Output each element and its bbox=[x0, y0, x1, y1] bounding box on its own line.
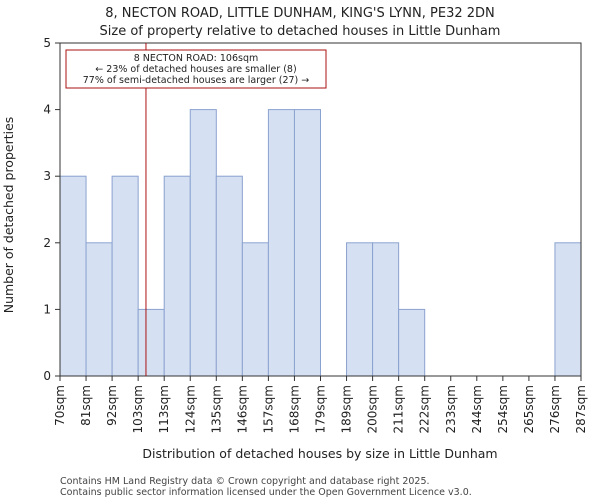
footer-line-2: Contains public sector information licen… bbox=[60, 487, 472, 498]
annotation-box: 8 NECTON ROAD: 106sqm ← 23% of detached … bbox=[65, 49, 327, 89]
x-tick-label: 200sqm bbox=[366, 385, 380, 433]
bar-211sqm bbox=[398, 308, 426, 377]
x-tick-label: 222sqm bbox=[418, 385, 432, 433]
y-tick-label: 4 bbox=[43, 103, 51, 117]
bar-189sqm bbox=[346, 242, 374, 377]
y-axis-ticks: 0 1 2 3 4 5 bbox=[43, 36, 60, 383]
bars-group bbox=[59, 109, 582, 377]
y-axis-label: Number of detached properties bbox=[1, 117, 16, 314]
x-tick-label: 189sqm bbox=[340, 385, 354, 433]
x-tick-label: 157sqm bbox=[261, 385, 275, 433]
x-axis-label: Distribution of detached houses by size … bbox=[142, 446, 497, 461]
bar-92sqm bbox=[111, 175, 139, 377]
bar-113sqm bbox=[163, 175, 191, 377]
y-tick-label: 1 bbox=[43, 302, 51, 316]
chart-title: 8, NECTON ROAD, LITTLE DUNHAM, KING'S LY… bbox=[105, 6, 495, 21]
y-tick-label: 5 bbox=[43, 36, 51, 50]
x-tick-label: 70sqm bbox=[53, 385, 67, 426]
bar-276sqm bbox=[554, 242, 582, 377]
bar-200sqm bbox=[372, 242, 400, 377]
y-tick-label: 2 bbox=[43, 236, 51, 250]
annotation-line-2: ← 23% of detached houses are smaller (8) bbox=[95, 64, 296, 75]
chart-subtitle: Size of property relative to detached ho… bbox=[100, 24, 501, 39]
plot-frame bbox=[59, 42, 582, 377]
y-tick-label: 3 bbox=[43, 169, 51, 183]
bar-70sqm bbox=[59, 175, 87, 377]
annotation-line-3: 77% of semi-detached houses are larger (… bbox=[83, 75, 310, 86]
bar-103sqm bbox=[137, 308, 165, 377]
x-tick-label: 168sqm bbox=[287, 385, 301, 433]
x-tick-label: 287sqm bbox=[574, 385, 588, 433]
annotation-frame bbox=[65, 49, 327, 89]
bar-168sqm bbox=[293, 109, 322, 377]
bar-124sqm bbox=[189, 109, 217, 377]
y-tick-label: 0 bbox=[43, 369, 51, 383]
x-tick-label: 135sqm bbox=[209, 385, 223, 433]
x-tick-label: 81sqm bbox=[79, 385, 93, 426]
x-tick-label: 146sqm bbox=[235, 385, 249, 433]
bar-157sqm bbox=[267, 109, 295, 377]
x-tick-label: 113sqm bbox=[157, 385, 171, 433]
bar-135sqm bbox=[215, 175, 243, 377]
x-tick-label: 211sqm bbox=[392, 385, 406, 433]
x-tick-label: 92sqm bbox=[105, 385, 119, 426]
x-tick-label: 103sqm bbox=[131, 385, 145, 433]
annotation-line-1: 8 NECTON ROAD: 106sqm bbox=[134, 53, 259, 64]
x-tick-label: 233sqm bbox=[444, 385, 458, 433]
x-axis-ticks: 70sqm 81sqm 92sqm 103sqm 113sqm 124sqm 135sqm 1… bbox=[53, 376, 588, 433]
x-tick-label: 124sqm bbox=[183, 385, 197, 433]
footer-line-1: Contains HM Land Registry data © Crown c… bbox=[60, 476, 430, 487]
x-tick-label: 254sqm bbox=[496, 385, 510, 433]
x-tick-label: 265sqm bbox=[522, 385, 536, 433]
bar-146sqm bbox=[241, 242, 269, 377]
x-tick-label: 276sqm bbox=[548, 385, 562, 433]
x-tick-label: 244sqm bbox=[470, 385, 484, 433]
x-tick-label: 179sqm bbox=[314, 385, 328, 433]
bar-81sqm bbox=[85, 242, 113, 377]
